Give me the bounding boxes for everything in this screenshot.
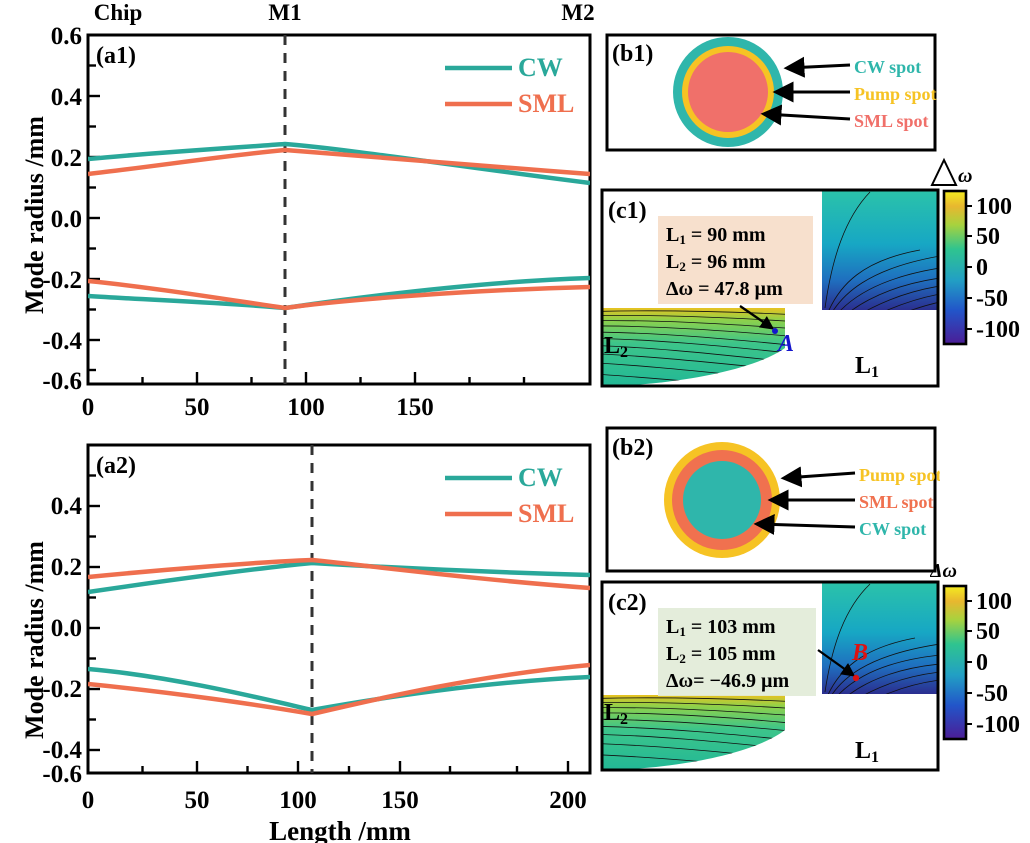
svg-text:SML: SML [518, 499, 574, 528]
svg-text:0.2: 0.2 [51, 145, 82, 172]
svg-text:200: 200 [549, 787, 587, 814]
svg-text:50: 50 [976, 224, 1000, 250]
svg-text:100: 100 [976, 589, 1012, 615]
svg-text:CW spot: CW spot [859, 519, 926, 539]
svg-text:-0.6: -0.6 [42, 368, 82, 395]
svg-text:0: 0 [976, 255, 988, 281]
svg-text:100: 100 [976, 194, 1012, 220]
svg-text:-0.2: -0.2 [42, 676, 82, 703]
svg-text:-0.4: -0.4 [42, 328, 82, 355]
svg-text:-50: -50 [976, 286, 1008, 312]
svg-text:0.6: 0.6 [51, 23, 82, 50]
svg-text:0: 0 [82, 394, 95, 420]
svg-text:M2: M2 [561, 0, 594, 25]
svg-text:150: 150 [381, 787, 419, 814]
svg-text:0.0: 0.0 [51, 615, 82, 642]
svg-text:-0.4: -0.4 [42, 737, 82, 764]
svg-text:-100: -100 [976, 317, 1020, 343]
svg-text:Chip: Chip [94, 0, 143, 25]
svg-text:(b2): (b2) [612, 435, 653, 461]
svg-text:50: 50 [185, 787, 210, 814]
svg-text:0.2: 0.2 [51, 554, 82, 581]
svg-text:0.4: 0.4 [51, 84, 83, 111]
svg-text:100: 100 [287, 394, 325, 420]
svg-text:150: 150 [396, 394, 434, 420]
svg-text:-0.2: -0.2 [42, 267, 82, 294]
svg-text:50: 50 [976, 619, 1000, 645]
svg-text:(c2): (c2) [608, 590, 647, 616]
svg-text:A: A [776, 331, 794, 357]
svg-text:Pump spot: Pump spot [859, 465, 940, 485]
svg-text:0: 0 [976, 650, 988, 676]
svg-text:Δω= −46.9 µm: Δω= −46.9 µm [666, 670, 789, 692]
svg-text:-0.6: -0.6 [42, 761, 82, 788]
svg-text:Pump spot: Pump spot [854, 84, 937, 104]
svg-text:(b1): (b1) [612, 41, 653, 67]
svg-text:CW: CW [518, 53, 563, 82]
svg-text:(c1): (c1) [608, 198, 647, 224]
svg-text:M1: M1 [268, 0, 301, 25]
svg-text:SML spot: SML spot [859, 492, 934, 512]
svg-text:50: 50 [185, 394, 210, 420]
svg-text:SML: SML [518, 89, 574, 118]
svg-text:Length /mm: Length /mm [269, 816, 411, 843]
svg-text:0.0: 0.0 [51, 206, 82, 233]
svg-text:Δω = 47.8 µm: Δω = 47.8 µm [666, 278, 783, 300]
svg-text:(a1): (a1) [96, 43, 136, 69]
svg-text:ω: ω [958, 165, 972, 187]
svg-text:SML spot: SML spot [854, 111, 929, 131]
svg-text:0: 0 [82, 787, 95, 814]
svg-text:0.4: 0.4 [51, 493, 83, 520]
svg-text:(a2): (a2) [96, 453, 136, 479]
svg-text:B: B [851, 640, 868, 666]
svg-text:CW: CW [518, 463, 563, 492]
svg-text:CW spot: CW spot [854, 57, 921, 77]
svg-text:-100: -100 [976, 712, 1020, 738]
svg-text:Δω: Δω [930, 560, 957, 582]
svg-text:-50: -50 [976, 681, 1008, 707]
svg-text:100: 100 [279, 787, 317, 814]
